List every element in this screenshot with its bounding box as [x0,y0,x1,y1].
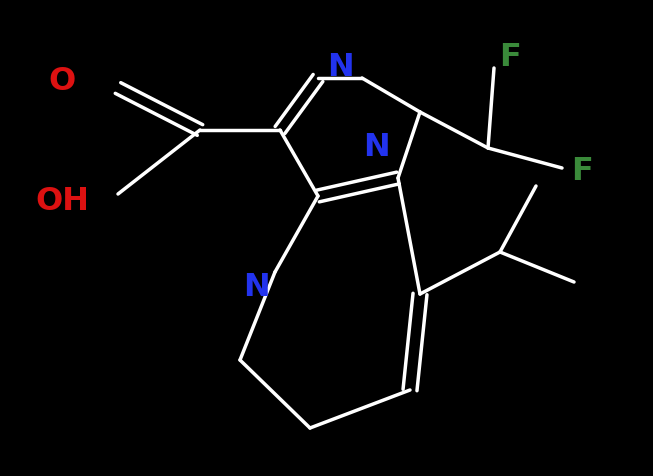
Text: N: N [326,52,353,83]
Text: F: F [499,42,521,73]
Text: N: N [243,272,270,304]
Text: OH: OH [35,187,89,218]
Text: N: N [362,132,389,163]
Text: O: O [48,67,76,98]
Text: F: F [571,157,593,188]
